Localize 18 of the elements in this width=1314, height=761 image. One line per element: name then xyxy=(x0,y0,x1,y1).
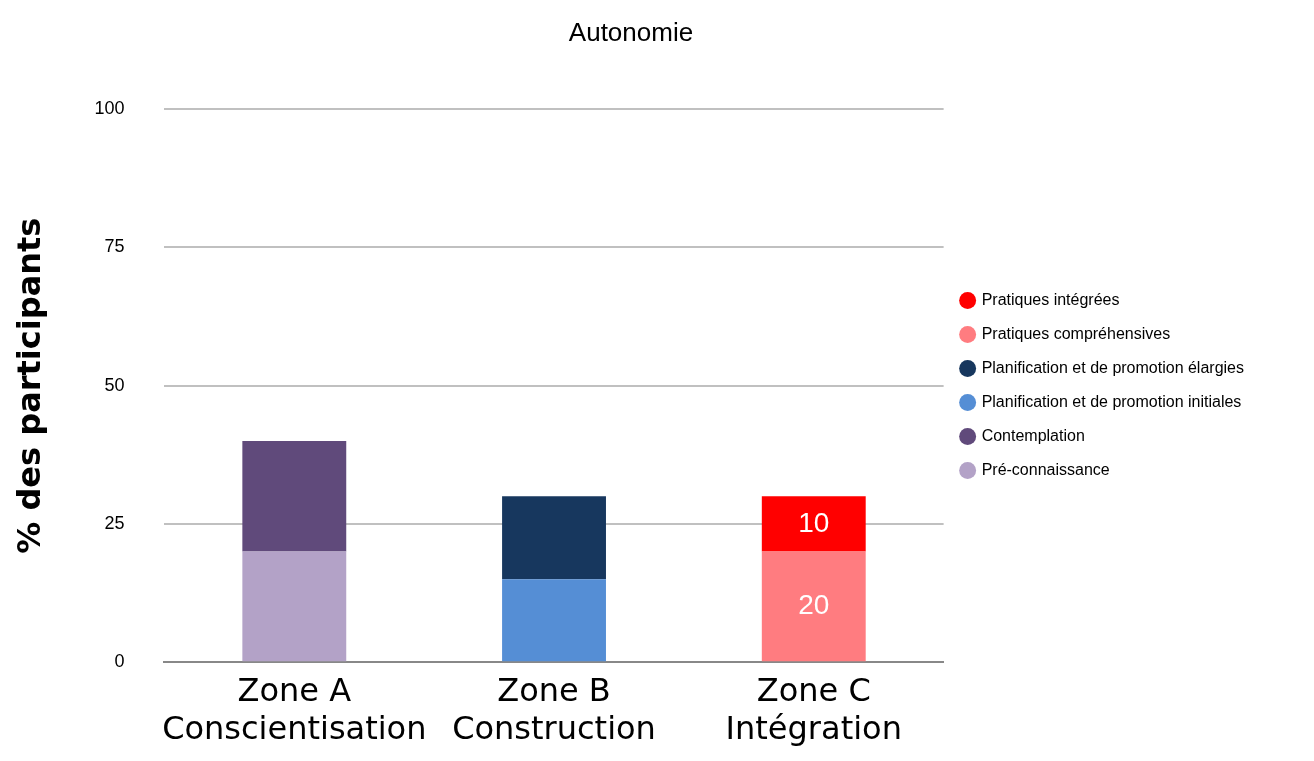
data-label: 10 xyxy=(798,506,830,538)
data-label: 20 xyxy=(798,589,830,621)
x-tick-label: Zone C Intégration xyxy=(725,670,902,748)
y-tick-label: 0 xyxy=(114,651,125,672)
y-tick-label: 25 xyxy=(104,512,125,533)
y-tick-label: 50 xyxy=(104,374,125,395)
chart-title: Autonomie xyxy=(568,16,694,47)
legend-label: Planification et de promotion élargies xyxy=(981,358,1244,376)
y-axis-title: % des participants xyxy=(9,217,48,554)
legend-label: Planification et de promotion initiales xyxy=(981,392,1242,410)
x-tick-label: Zone B Construction xyxy=(452,670,656,748)
legend-label: Contemplation xyxy=(981,426,1085,444)
legend-label: Pratiques compréhensives xyxy=(981,324,1171,342)
y-tick-label: 75 xyxy=(104,236,125,257)
y-tick-label: 100 xyxy=(94,98,125,119)
legend-label: Pré-connaissance xyxy=(981,460,1110,478)
legend-label: Pratiques intégrées xyxy=(981,290,1120,308)
x-tick-label: Zone A Conscientisation xyxy=(162,670,427,748)
